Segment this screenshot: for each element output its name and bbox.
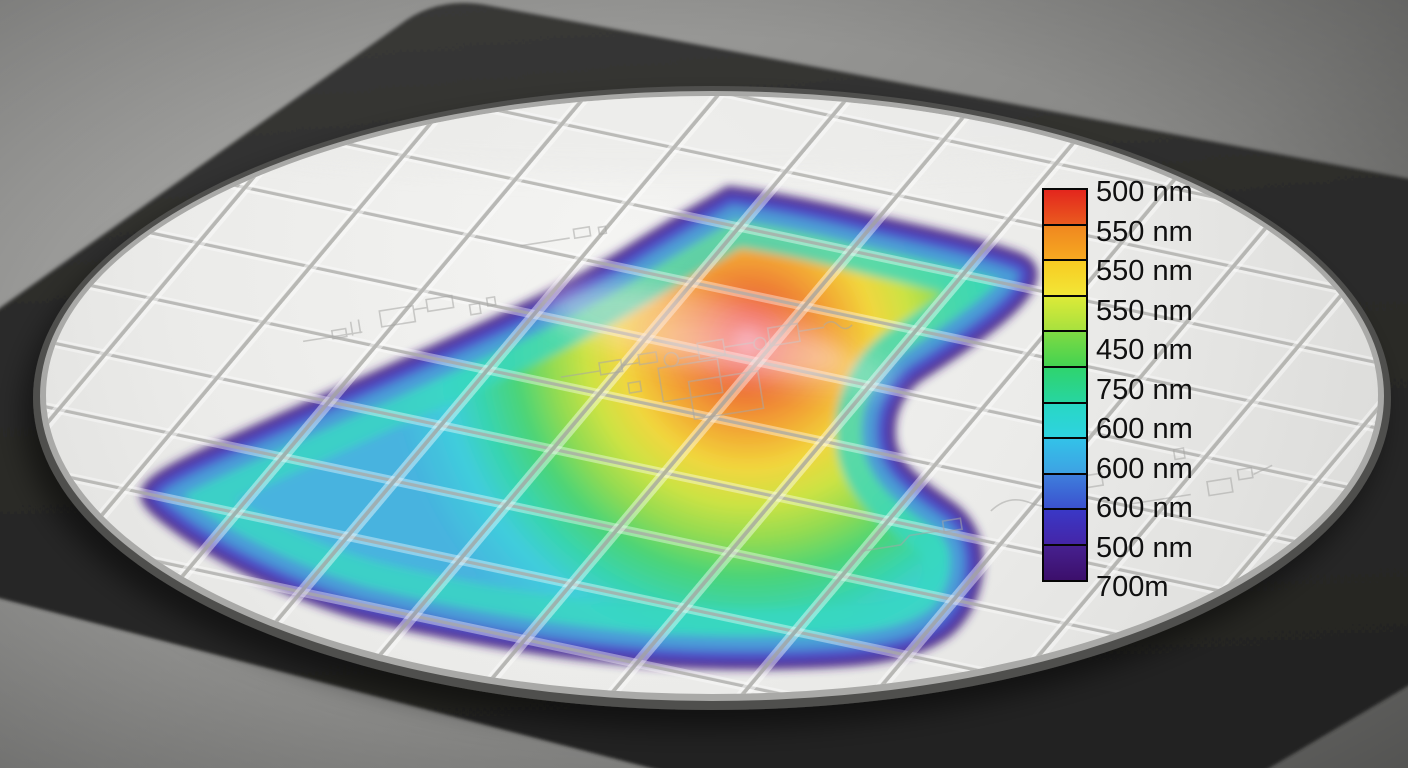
colorbar-tick-label: 600 nm — [1096, 452, 1193, 485]
colorbar-cell — [1044, 261, 1086, 297]
glare-highlight — [542, 283, 898, 392]
colorbar-tick-label: 750 nm — [1096, 373, 1193, 406]
colorbar-cell — [1044, 545, 1086, 580]
colorbar-cell — [1044, 367, 1086, 404]
colorbar-tick-label: 600 nm — [1096, 413, 1193, 445]
colorbar-labels: 500 nm 550 nm 550 nm 550 nm 450 nm 750 nm 600 … — [1096, 0, 1216, 768]
colorbar-tick-label: 450 nm — [1096, 334, 1193, 366]
colorbar-legend — [1042, 188, 1088, 582]
colorbar-cell — [1044, 403, 1086, 440]
colorbar-cell — [1044, 190, 1086, 226]
colorbar-cells — [1044, 190, 1086, 580]
colorbar-tick-label: 550 nm — [1096, 294, 1193, 327]
colorbar-tick-label: 500 nm — [1096, 176, 1193, 208]
colorbar-tick-label: 700m — [1096, 571, 1169, 603]
colorbar-tick-label: 550 nm — [1096, 255, 1193, 287]
colorbar-tick-label: 500 nm — [1096, 531, 1193, 564]
colorbar-cell — [1044, 439, 1086, 475]
chuck-plate-edge-highlight — [0, 1, 1408, 309]
colorbar-cell — [1044, 296, 1086, 333]
colorbar-cell — [1044, 225, 1086, 262]
colorbar-cell — [1044, 332, 1086, 368]
colorbar-cell — [1044, 510, 1086, 546]
colorbar-tick-label: 600 nm — [1096, 492, 1193, 524]
colorbar-cell — [1044, 474, 1086, 511]
colorbar-tick-label: 550 nm — [1096, 215, 1193, 248]
